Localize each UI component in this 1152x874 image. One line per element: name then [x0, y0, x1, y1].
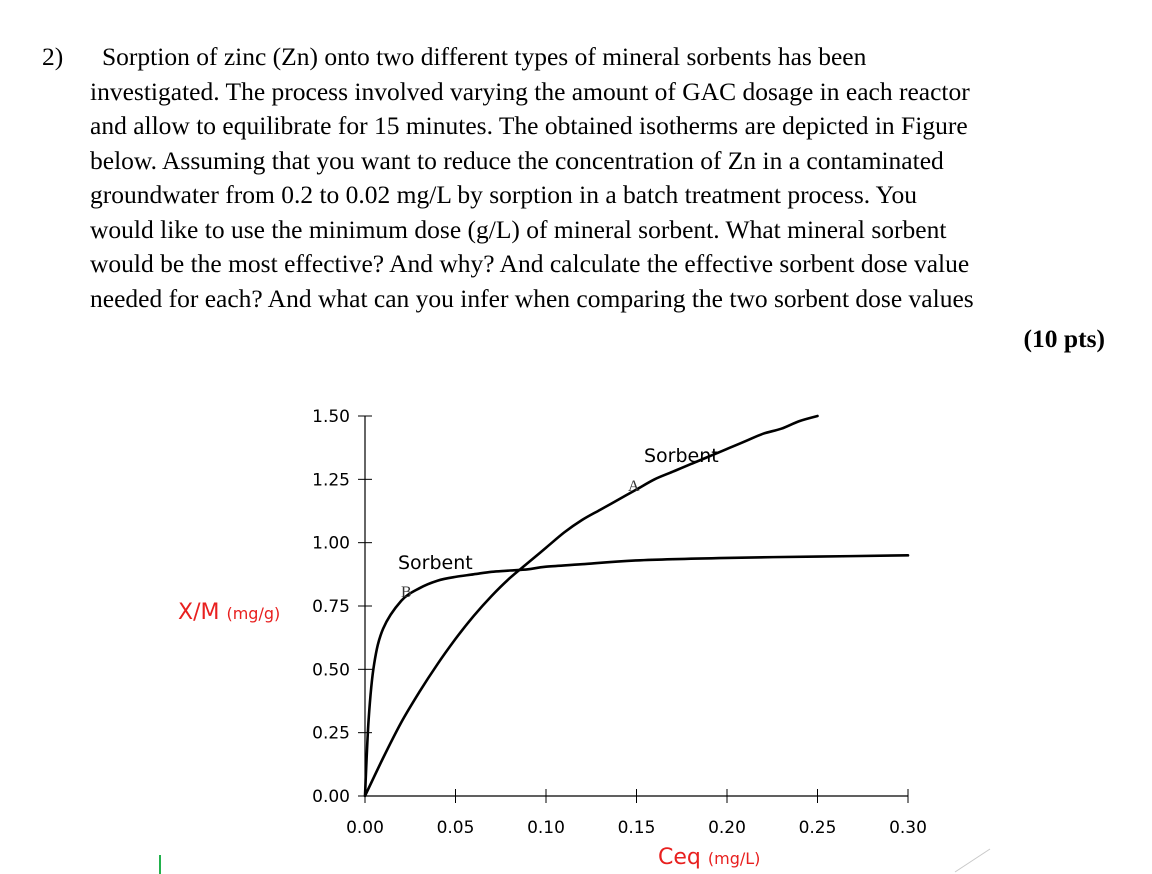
chart-axes: 0.00 0.05 0.10 0.15 0.20 0.25 0.30 0.00 0.25 0.50… — [312, 407, 927, 838]
question-line: groundwater from 0.2 to 0.02 mg/L by sor… — [90, 180, 917, 209]
question-line: needed for each? And what can you infer … — [90, 283, 974, 313]
curve-label-b-letter: B — [401, 584, 412, 601]
y-tick-label: 0.50 — [312, 660, 350, 680]
y-axis-title-main: X/M — [178, 600, 226, 625]
stray-mark — [954, 848, 991, 873]
y-tick-label: 1.00 — [312, 534, 350, 554]
x-axis-title: Ceq (mg/L) — [658, 845, 760, 870]
question-number: 2) — [42, 42, 64, 71]
x-axis-title-main: Ceq — [658, 845, 708, 870]
x-tick-label: 0.00 — [346, 818, 384, 838]
y-axis-title-unit: (mg/g) — [226, 604, 280, 623]
y-tick-label: 1.50 — [312, 407, 350, 427]
question-line: would be the most effective? And why? An… — [90, 249, 970, 278]
y-axis-title: X/M (mg/g) — [178, 600, 280, 625]
question-line: Sorption of zinc (Zn) onto two different… — [102, 42, 867, 71]
question-points: (10 pts) — [1023, 324, 1105, 353]
x-tick-label: 0.25 — [799, 818, 837, 838]
question-line: would like to use the minimum dose (g/L)… — [90, 214, 947, 244]
curve-label-a-word: Sorbent — [644, 445, 719, 467]
y-tick-label: 0.75 — [312, 597, 350, 617]
y-tick-label: 1.25 — [312, 470, 350, 490]
x-axis-title-unit: (mg/L) — [708, 849, 761, 868]
question-line: and allow to equilibrate for 15 minutes.… — [90, 111, 968, 140]
chart-curves — [363, 414, 910, 798]
y-tick-label: 0.25 — [312, 724, 350, 744]
x-tick-label: 0.30 — [889, 818, 927, 838]
question-text: 2) Sorption of zinc (Zn) onto two differ… — [0, 0, 1152, 360]
curve-label-b-word: Sorbent — [398, 552, 473, 574]
x-tick-label: 0.05 — [437, 818, 475, 838]
question-line: investigated. The process involved varyi… — [90, 76, 970, 106]
y-tick-label: 0.00 — [312, 787, 350, 807]
x-tick-label: 0.20 — [708, 818, 746, 838]
question-line: below. Assuming that you want to reduce … — [90, 145, 944, 175]
isotherm-curve-a — [363, 414, 819, 798]
x-tick-label: 0.10 — [527, 818, 565, 838]
x-tick-label: 0.15 — [618, 818, 656, 838]
isotherm-curve-b — [363, 554, 910, 798]
curve-label-a-letter: A — [628, 478, 640, 495]
